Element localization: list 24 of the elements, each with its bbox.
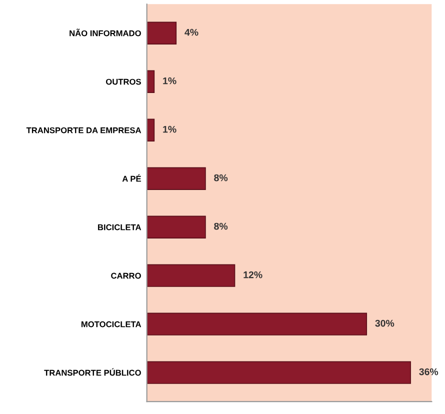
y-tick-label: A PÉ <box>122 174 141 182</box>
bar <box>146 118 155 142</box>
y-tick-label: MOTOCICLETA <box>82 321 142 328</box>
data-label: 8% <box>214 174 228 182</box>
bar <box>146 22 177 44</box>
y-tick-label: OUTROS <box>106 78 141 85</box>
bar <box>146 167 206 190</box>
data-label: 1% <box>163 77 176 84</box>
y-tick-label: NÃO INFORMADO <box>70 28 141 36</box>
bar <box>146 361 411 384</box>
y-tick-label: BICICLETA <box>98 224 142 230</box>
data-label: 12% <box>244 271 262 278</box>
y-tick-label: TRANSPORTE DA EMPRESA <box>26 127 142 134</box>
data-label: 1% <box>163 126 176 133</box>
y-tick-label: CARRO <box>111 272 141 279</box>
data-label: 36% <box>419 368 438 376</box>
data-label: 8% <box>214 222 228 230</box>
y-tick-label: TRANSPORTE PÚBLICO <box>44 368 141 376</box>
bar <box>146 216 206 238</box>
bar <box>146 264 236 287</box>
bar <box>146 70 155 93</box>
data-label: 4% <box>184 28 198 36</box>
data-label: 30% <box>375 320 394 327</box>
bar <box>146 312 368 336</box>
